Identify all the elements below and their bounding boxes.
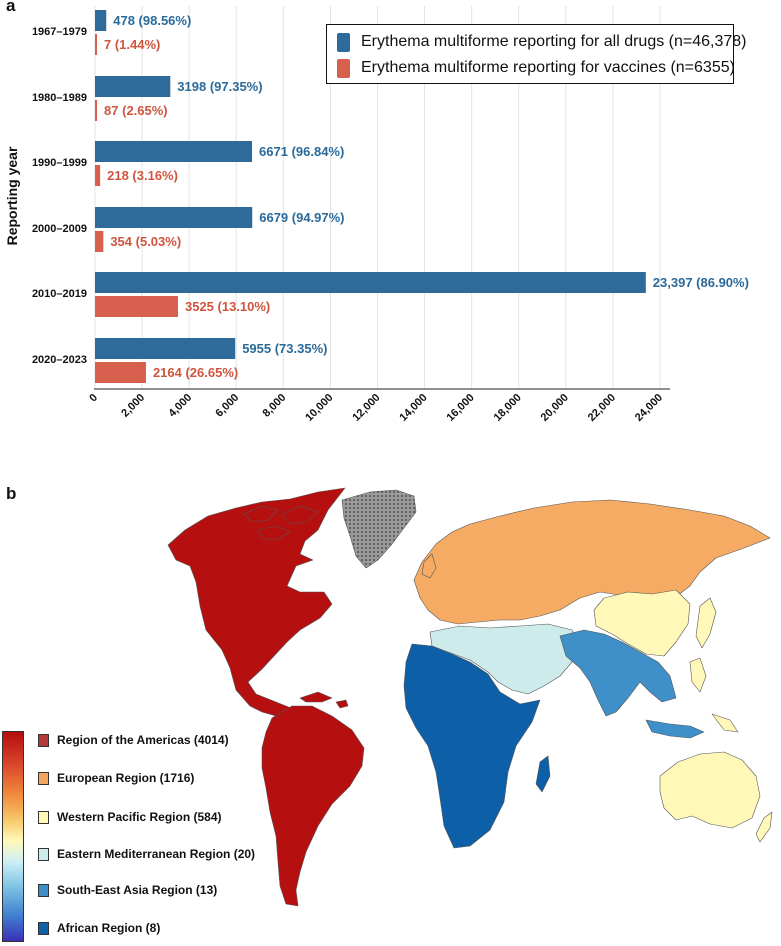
bar-vaccines [95,231,104,252]
y-axis-label: Reporting year [4,146,20,245]
data-label-vaccines: 87 (2.65%) [104,103,168,118]
map-colorbar [2,731,24,942]
category-label: 1967–1979 [32,26,87,38]
category-label: 1990–1999 [32,157,87,169]
x-tick-label: 14,000 [397,392,429,424]
data-label-all-drugs: 23,397 (86.90%) [653,275,749,290]
panel-a-letter: a [6,0,16,15]
x-tick-label: 12,000 [350,392,382,424]
x-tick-label: 16,000 [445,392,477,424]
map-legend-item-europe: European Region (1716) [38,771,194,785]
legend-label-vaccines: Erythema multiforme reporting for vaccin… [361,59,735,76]
region-americas-north [167,487,346,723]
legend-item-all-drugs: Erythema multiforme reporting for all dr… [337,31,747,53]
map-legend-label-western-pacific: Western Pacific Region (584) [57,810,222,824]
x-tick-label: 20,000 [539,392,571,424]
region-south-east-asia-indonesia [645,719,705,739]
region-americas-caribbean [299,691,349,709]
map-legend-swatch-western-pacific [38,810,49,824]
bar-all-drugs [95,10,107,31]
map-legend-label-south-east-asia: South-East Asia Region (13) [57,883,218,897]
bar-all-drugs [95,141,253,162]
map-legend-swatch-americas [38,733,49,747]
data-label-vaccines: 354 (5.03%) [110,234,181,249]
map-legend-swatch-south-east-asia [38,883,49,897]
data-label-vaccines: 218 (3.16%) [107,168,178,183]
bar-all-drugs [95,338,236,359]
category-label: 1980–1989 [32,92,87,104]
data-label-all-drugs: 6671 (96.84%) [259,144,344,159]
data-label-all-drugs: 478 (98.56%) [113,13,191,28]
bar-vaccines [95,34,97,55]
region-western-pacific-japan [695,597,717,649]
data-label-vaccines: 2164 (26.65%) [153,365,238,380]
data-label-all-drugs: 6679 (94.97%) [259,210,344,225]
region-western-pacific-newzealand [755,811,773,843]
map-legend-label-americas: Region of the Americas (4014) [57,733,229,747]
category-labels: 1967–1979 1980–1989 1990–1999 2000–2009 2010… [32,26,87,366]
bar-vaccines [95,296,178,317]
region-europe [413,499,771,625]
bar-all-drugs [95,207,253,228]
map-legend-item-americas: Region of the Americas (4014) [38,733,229,747]
bar-all-drugs [95,76,171,97]
panel-b-letter: b [6,484,17,503]
region-africa [403,643,541,849]
data-label-vaccines: 3525 (13.10%) [185,299,270,314]
category-label: 2010–2019 [32,288,87,300]
x-tick-label: 18,000 [492,392,524,424]
legend-label-all-drugs: Erythema multiforme reporting for all dr… [361,33,747,50]
bar-vaccines [95,100,98,121]
data-label-all-drugs: 3198 (97.35%) [177,79,262,94]
map-legend-item-africa: African Region (8) [38,921,160,935]
region-americas-arctic [243,505,319,541]
region-western-pacific-islands [689,657,739,733]
bar-all-drugs [95,272,646,293]
x-tick-label: 22,000 [586,392,618,424]
category-label: 2020–2023 [32,354,87,366]
bar-vaccines [95,165,101,186]
x-tick-label: 8,000 [261,392,289,420]
x-tick-label: 10,000 [303,392,335,424]
region-western-pacific-china [593,589,691,657]
region-eastern-mediterranean [429,623,581,695]
map-legend-item-western-pacific: Western Pacific Region (584) [38,810,222,824]
x-tick-label: 4,000 [166,392,194,420]
bar-vaccines [95,362,146,383]
world-map [167,487,773,907]
x-tick-label: 6,000 [213,392,241,420]
region-africa-madagascar [535,755,551,793]
map-legend-swatch-africa [38,921,49,935]
category-label: 2000–2009 [32,223,87,235]
x-tick-label: 2,000 [119,392,147,420]
region-south-east-asia [559,629,677,717]
legend-swatch-vaccines [337,58,350,78]
map-legend-item-eastern-mediterranean: Eastern Mediterranean Region (20) [38,847,255,861]
x-tick-labels: 0 2,000 4,000 6,000 8,000 10,000 12,000 14,000 1… [87,392,665,424]
region-americas-south [261,705,365,907]
x-tick-label: 0 [87,392,100,405]
chart-legend: Erythema multiforme reporting for all dr… [326,24,747,84]
map-legend-label-eastern-mediterranean: Eastern Mediterranean Region (20) [57,847,256,861]
data-label-vaccines: 7 (1.44%) [104,37,160,52]
legend-swatch-all-drugs [337,32,350,52]
region-western-pacific-australia [659,751,761,829]
map-legend-label-europe: European Region (1716) [57,771,195,785]
map-legend-label-africa: African Region (8) [57,921,161,935]
map-legend-item-south-east-asia: South-East Asia Region (13) [38,883,217,897]
legend-item-vaccines: Erythema multiforme reporting for vaccin… [337,57,735,79]
data-label-all-drugs: 5955 (73.35%) [242,341,327,356]
map-legend-swatch-europe [38,771,49,785]
x-tick-label: 24,000 [633,392,665,424]
map-legend-swatch-eastern-mediterranean [38,847,49,861]
region-europe-uk [421,553,437,579]
bars: 478 (98.56%) 7 (1.44%) 3198 (97.35%) 87 (2.… [95,10,749,383]
greenland-no-data [341,489,417,569]
